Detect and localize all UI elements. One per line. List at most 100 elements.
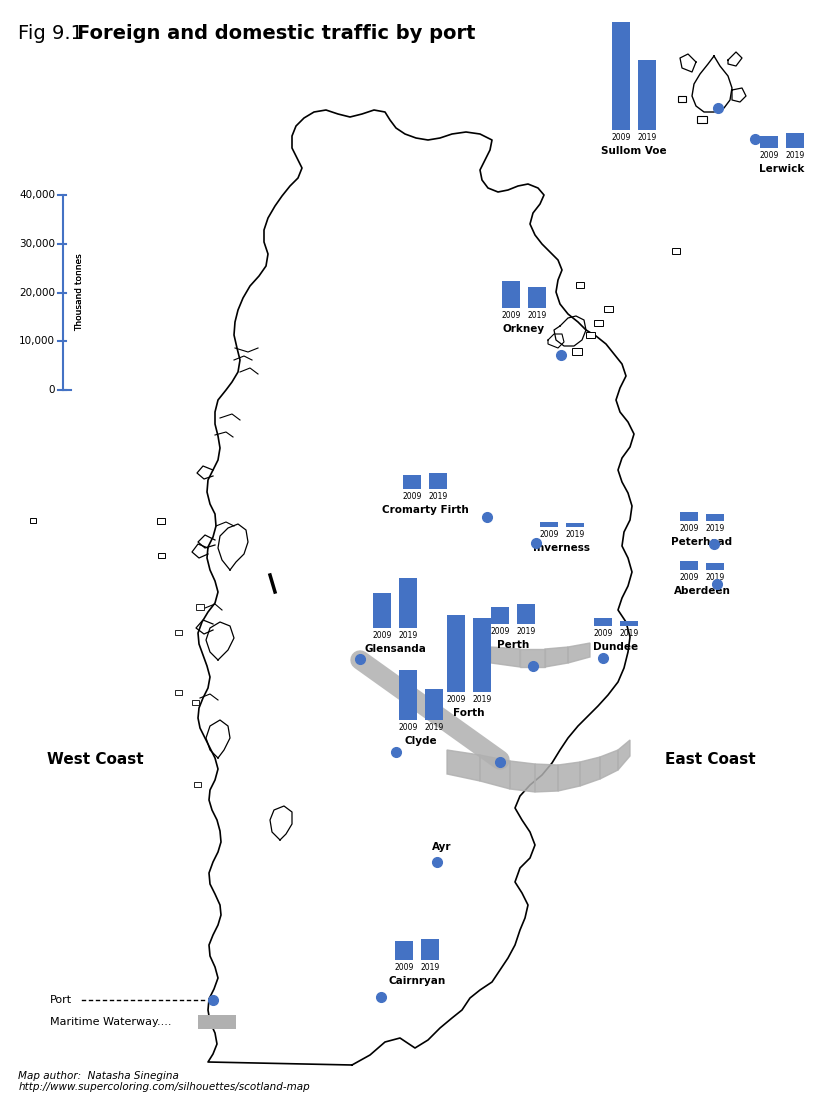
Bar [472,618,490,692]
Polygon shape [480,755,509,789]
Bar [174,630,182,635]
Bar [593,320,602,326]
Text: 2019: 2019 [565,530,584,539]
Bar [677,96,686,102]
Text: http://www.supercoloring.com/silhouettes/scotland-map: http://www.supercoloring.com/silhouettes… [18,1082,309,1092]
Polygon shape [490,647,519,667]
Text: 2009: 2009 [402,491,421,501]
Text: 40,000: 40,000 [19,190,55,199]
Bar [196,604,203,611]
Text: Thousand tonnes: Thousand tonnes [75,253,84,332]
Text: 2019: 2019 [424,723,443,732]
Bar [576,282,583,288]
Text: 2019: 2019 [619,629,638,638]
Text: 2019: 2019 [705,573,724,582]
Text: Cairnryan: Cairnryan [388,976,445,986]
Text: 2009: 2009 [490,627,509,636]
Text: 2009: 2009 [446,695,465,704]
Text: Clyde: Clyde [404,736,437,746]
Text: Maritime Waterway....: Maritime Waterway.... [50,1017,171,1027]
Bar [516,604,534,624]
Bar [603,306,612,312]
Bar [198,1015,236,1029]
Text: Peterhead: Peterhead [671,537,732,547]
Text: Fig 9.1: Fig 9.1 [18,24,89,43]
Text: Port: Port [50,995,72,1005]
Text: 2009: 2009 [593,629,612,638]
Text: 2009: 2009 [610,133,630,142]
Polygon shape [691,56,731,112]
Bar [759,136,777,148]
Bar [501,281,519,307]
Text: Orkney: Orkney [502,324,544,334]
Polygon shape [447,750,480,781]
Bar [593,618,611,626]
Text: Aberdeen: Aberdeen [672,586,729,596]
Polygon shape [206,720,230,758]
Text: 2009: 2009 [678,573,698,582]
Text: 2019: 2019 [637,133,656,142]
Bar [394,941,413,960]
Bar [399,670,417,720]
Bar [586,332,595,338]
Text: 2019: 2019 [516,627,535,636]
Text: Foreign and domestic traffic by port: Foreign and domestic traffic by port [77,24,475,43]
Polygon shape [544,647,567,667]
Text: East Coast: East Coast [664,753,754,767]
Polygon shape [519,649,544,667]
Bar [30,518,36,523]
Bar [566,522,583,527]
Bar [571,348,581,355]
Text: 2019: 2019 [398,631,417,640]
Polygon shape [509,761,534,792]
Text: 2019: 2019 [705,523,724,533]
Bar [447,615,465,692]
Bar [611,22,629,130]
Polygon shape [579,757,600,786]
Bar [619,620,638,626]
Bar [672,248,679,253]
Text: Ayr: Ayr [432,842,452,852]
Text: 2009: 2009 [538,530,558,539]
Bar [403,475,420,489]
Text: 2019: 2019 [420,963,439,972]
Polygon shape [206,622,234,660]
Text: 2019: 2019 [428,491,447,501]
Bar [539,521,557,527]
Text: Thousand tonnes: Thousand tonnes [75,253,84,332]
Bar [490,606,509,624]
Bar [157,518,165,523]
Polygon shape [567,642,590,663]
Bar [679,512,697,521]
Polygon shape [534,764,557,792]
Polygon shape [553,316,586,346]
Bar [399,577,417,628]
Text: Inverness: Inverness [533,543,590,553]
Bar [705,514,723,521]
Text: 2019: 2019 [785,151,804,160]
Polygon shape [600,750,617,779]
Text: 2009: 2009 [758,151,777,160]
Bar [528,287,545,307]
Text: Dundee: Dundee [593,642,638,652]
Text: Forth: Forth [452,707,484,719]
Bar [428,473,447,489]
Text: Glensanda: Glensanda [364,644,425,653]
Polygon shape [270,806,292,840]
Bar [158,553,165,558]
Text: 2009: 2009 [500,311,520,320]
Polygon shape [617,741,629,770]
Bar [785,133,803,148]
Bar [174,690,182,695]
Text: Perth: Perth [496,640,528,650]
Bar [372,593,390,628]
Text: 10,000: 10,000 [19,336,55,346]
Text: 2009: 2009 [678,523,698,533]
Text: 2009: 2009 [398,723,417,732]
Text: 2009: 2009 [372,631,391,640]
Text: 20,000: 20,000 [19,288,55,298]
Polygon shape [218,523,248,570]
Bar [705,563,723,570]
Text: West Coast: West Coast [46,753,143,767]
Bar [696,116,706,123]
